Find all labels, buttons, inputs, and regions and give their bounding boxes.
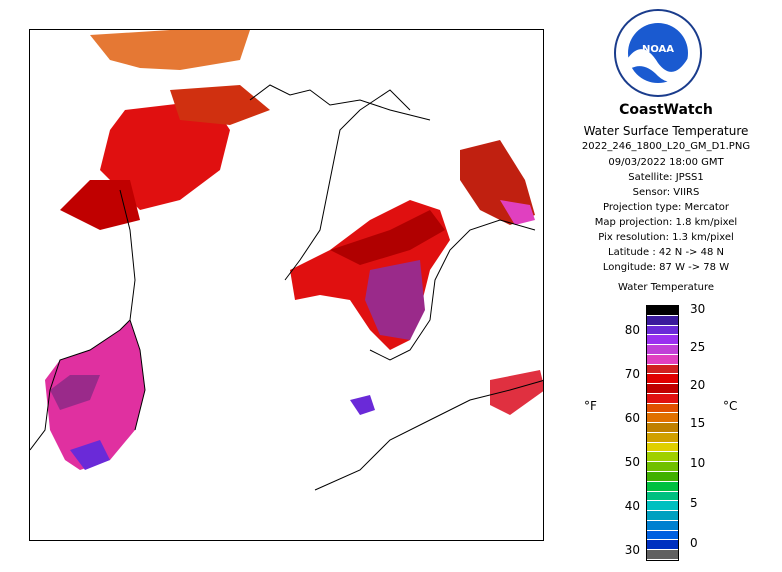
noaa-logo-icon: NOAA — [614, 9, 702, 97]
c-tick: 0 — [690, 536, 698, 550]
projection-type-label: Projection type: Mercator — [603, 202, 729, 213]
satellite-label: Satellite: JPSS1 — [628, 172, 704, 183]
colorbar-band — [647, 442, 678, 453]
latitude-label: Latitude : 42 N -> 48 N — [608, 247, 724, 258]
colorbar-band — [647, 432, 678, 443]
lake-temperature-map — [30, 30, 543, 540]
info-panel: NOAA CoastWatch Water Surface Temperatur… — [550, 0, 782, 572]
brand-title: CoastWatch — [619, 102, 713, 118]
filename-label: 2022_246_1800_L20_GM_D1.PNG — [581, 141, 751, 152]
c-tick: 10 — [690, 456, 706, 470]
legend-title: Water Temperature — [617, 282, 715, 293]
colorbar-band — [647, 393, 678, 404]
c-tick: 20 — [690, 378, 706, 392]
colorbar-band — [647, 335, 678, 346]
c-tick: 5 — [690, 496, 698, 510]
colorbar-band — [647, 472, 678, 482]
lake-michigan-north — [100, 100, 230, 210]
f-tick: 50 — [624, 455, 640, 469]
colorbar-band — [647, 306, 678, 316]
colorbar-band — [647, 413, 678, 424]
f-tick: 70 — [624, 367, 640, 381]
colorbar-band — [647, 540, 678, 551]
celsius-unit: °C — [723, 399, 738, 413]
lake-superior — [90, 30, 250, 70]
colorbar-band — [647, 364, 678, 375]
colorbar-band — [647, 423, 678, 433]
lake-erie — [350, 395, 375, 415]
pix-resolution-label: Pix resolution: 1.3 km/pixel — [598, 232, 734, 243]
colorbar-band — [647, 520, 678, 531]
colorbar-band — [647, 452, 678, 463]
lake-michigan — [45, 320, 145, 470]
f-tick: 30 — [624, 543, 640, 557]
c-tick: 25 — [690, 340, 706, 354]
colorbar-band — [647, 491, 678, 502]
colorbar-band — [647, 325, 678, 336]
colorbar-band — [647, 501, 678, 512]
f-tick: 80 — [624, 323, 640, 337]
colorbar-band — [647, 481, 678, 492]
datetime-label: 09/03/2022 18:00 GMT — [608, 157, 724, 168]
colorbar-band — [647, 403, 678, 414]
f-tick: 60 — [624, 411, 640, 425]
colorbar-band — [647, 462, 678, 473]
colorbar-band — [647, 345, 678, 355]
colorbar-band — [647, 315, 678, 326]
longitude-label: Longitude: 87 W -> 78 W — [602, 262, 730, 273]
f-tick: 40 — [624, 499, 640, 513]
colorbar-band — [647, 384, 678, 394]
fahrenheit-unit: °F — [584, 399, 597, 413]
map-frame[interactable] — [29, 29, 544, 541]
logo-text: NOAA — [642, 44, 674, 55]
c-tick: 30 — [690, 302, 706, 316]
colorbar-band — [647, 550, 678, 560]
colorbar-band — [647, 374, 678, 385]
colorbar-band — [647, 530, 678, 541]
temperature-colorbar — [646, 305, 679, 561]
product-title: Water Surface Temperature — [583, 124, 749, 138]
colorbar-band — [647, 354, 678, 365]
colorbar-band — [647, 511, 678, 521]
sensor-label: Sensor: VIIRS — [632, 187, 700, 198]
map-projection-label: Map projection: 1.8 km/pixel — [594, 217, 738, 228]
c-tick: 15 — [690, 416, 706, 430]
